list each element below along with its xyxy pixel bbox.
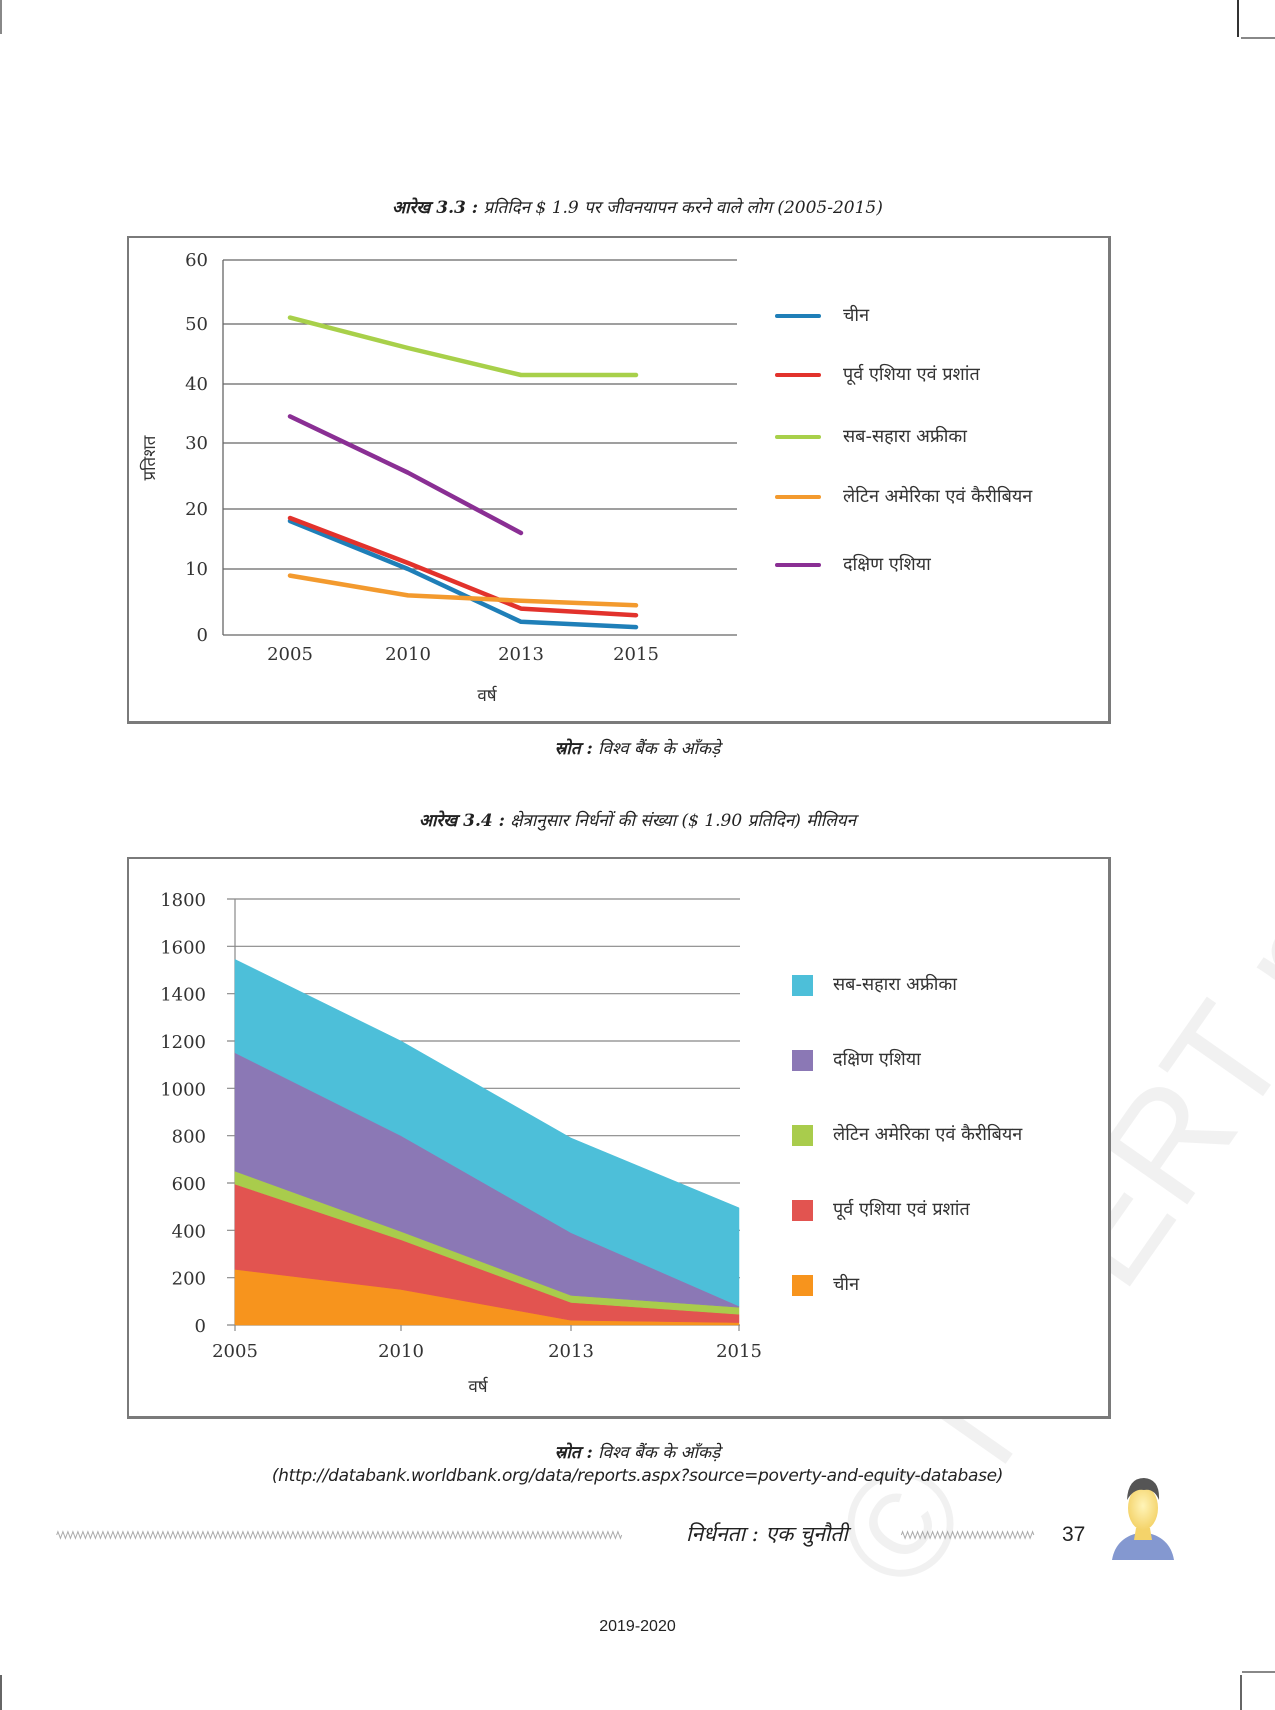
chart1-title-text: प्रतिदिन $ 1.9 पर जीवनयापन करने वाले लोग… xyxy=(483,198,883,218)
chart2-y-tick-label: 1400 xyxy=(160,985,206,1006)
chart1-x-axis-label: वर्ष xyxy=(477,685,497,706)
chart1-source: स्रोत : विश्व बैंक के आँकड़े xyxy=(0,736,1275,759)
chart1-series-line xyxy=(287,573,639,608)
chart1-series-line xyxy=(287,315,639,378)
chart1-legend-swatch xyxy=(775,563,821,567)
chart1-source-label: स्रोत : xyxy=(554,739,593,759)
chart2-y-tick-label: 1200 xyxy=(160,1032,206,1053)
chart2-source: स्रोत : विश्व बैंक के आँकड़े xyxy=(0,1440,1275,1463)
chart2-y-tick-label: 800 xyxy=(172,1127,206,1148)
chart2-source-label: स्रोत : xyxy=(554,1443,593,1463)
chart2-x-axis-label: वर्ष xyxy=(468,1376,488,1397)
chart2-source-url: (http://databank.worldbank.org/data/repo… xyxy=(271,1466,1004,1486)
chart1-legend-swatch xyxy=(775,314,821,318)
chart1-y-tick-label: 60 xyxy=(185,250,208,271)
chart2-source-text: विश्व बैंक के आँकड़े xyxy=(598,1443,721,1463)
chart2-title-text: क्षेत्रानुसार निर्धनों की संख्या ($ 1.90… xyxy=(510,811,857,831)
decorative-squiggle-right xyxy=(900,1530,1035,1540)
chart1-source-text: विश्व बैंक के आँकड़े xyxy=(598,739,721,759)
chart1-legend-swatch xyxy=(775,495,821,499)
crop-mark xyxy=(1237,0,1239,37)
chart2-x-tick-label: 2005 xyxy=(212,1341,258,1362)
chart1-y-tick-label: 40 xyxy=(185,374,208,395)
crop-mark xyxy=(0,0,2,34)
page-number: 37 xyxy=(1062,1523,1086,1546)
chapter-title: निर्धनता : एक चुनौती xyxy=(686,1522,848,1546)
crop-mark xyxy=(1240,1675,1242,1710)
chart2-series-area xyxy=(234,958,740,1307)
chart2-legend-swatch xyxy=(792,975,813,996)
chart2-x-tick-label: 2010 xyxy=(378,1341,424,1362)
chart2-y-tick-label: 1800 xyxy=(160,890,206,911)
chart2-y-tick-label: 600 xyxy=(172,1174,206,1195)
chart1-title: आरेख 3.3 : प्रतिदिन $ 1.9 पर जीवनयापन कर… xyxy=(0,195,1275,218)
chart2-legend-swatch xyxy=(792,1050,813,1071)
chart2-legend-label: पूर्व एशिया एवं प्रशांत xyxy=(833,1199,970,1220)
chart2-x-tick-label: 2013 xyxy=(548,1341,594,1362)
chart2-y-tick-label: 0 xyxy=(195,1316,206,1337)
chart2-legend-swatch xyxy=(792,1200,813,1221)
chart2-title-label: आरेख 3.4 : xyxy=(418,811,505,831)
chart1-x-tick-label: 2005 xyxy=(267,644,313,665)
chart1-title-label: आरेख 3.3 : xyxy=(392,198,479,218)
chart1-legend-swatch xyxy=(775,435,821,439)
chart1-x-tick-label: 2013 xyxy=(498,644,544,665)
chart2-title: आरेख 3.4 : क्षेत्रानुसार निर्धनों की संख… xyxy=(0,808,1275,831)
crop-mark xyxy=(1241,37,1275,39)
student-avatar-icon xyxy=(1112,1478,1174,1560)
chart2-y-tick-label: 1000 xyxy=(160,1079,206,1100)
chart1-y-tick-label: 10 xyxy=(185,559,208,580)
chart1-series-line xyxy=(287,518,639,630)
chart2-y-tick-label: 400 xyxy=(172,1221,206,1242)
chart2-x-tick-label: 2015 xyxy=(716,1341,762,1362)
chart1-series-line xyxy=(287,515,639,618)
chart1-series-line xyxy=(287,414,524,536)
chart1-x-tick-label: 2015 xyxy=(613,644,659,665)
chart1-y-tick-label: 0 xyxy=(197,625,208,646)
chart1-legend-label: दक्षिण एशिया xyxy=(843,554,931,575)
chart2-y-tick-label: 200 xyxy=(172,1269,206,1290)
crop-mark xyxy=(0,1675,2,1710)
chart1-legend-label: लेटिन अमेरिका एवं कैरीबियन xyxy=(843,486,1033,507)
chart1-legend-swatch xyxy=(775,373,821,377)
chart1-x-tick-label: 2010 xyxy=(385,644,431,665)
chart2-legend-label: लेटिन अमेरिका एवं कैरीबियन xyxy=(833,1124,1023,1145)
chart2-y-tick-label: 1600 xyxy=(160,937,206,958)
chart1-legend-label: पूर्व एशिया एवं प्रशांत xyxy=(843,364,980,385)
chart2-legend-label: सब-सहारा अफ्रीका xyxy=(833,974,957,995)
chart2-legend-swatch xyxy=(792,1125,813,1146)
decorative-squiggle-left xyxy=(56,1530,623,1540)
chart2-plot: 0 200 400 600 800 1000 1200 1400 1600 1800 2005 20… xyxy=(160,890,762,1397)
chart2-legend-swatch xyxy=(792,1275,813,1296)
chart1-legend-label: चीन xyxy=(843,305,870,326)
chart1-y-tick-label: 30 xyxy=(185,433,208,454)
crop-mark xyxy=(1242,1671,1275,1673)
chart1-y-tick-label: 20 xyxy=(185,499,208,520)
chart2-legend-label: दक्षिण एशिया xyxy=(833,1049,921,1070)
chart1-y-axis-label: प्रतिशत xyxy=(139,435,160,480)
chart1-y-tick-label: 50 xyxy=(185,314,208,335)
chart1-legend-label: सब-सहारा अफ्रीका xyxy=(843,426,967,447)
chart2-legend-label: चीन xyxy=(833,1274,860,1295)
chart1-plot: 0 10 20 30 40 50 60 2005 2010 2013 2015 वर्ष प्रत… xyxy=(139,250,737,706)
academic-session: 2019-2020 xyxy=(599,1618,676,1635)
